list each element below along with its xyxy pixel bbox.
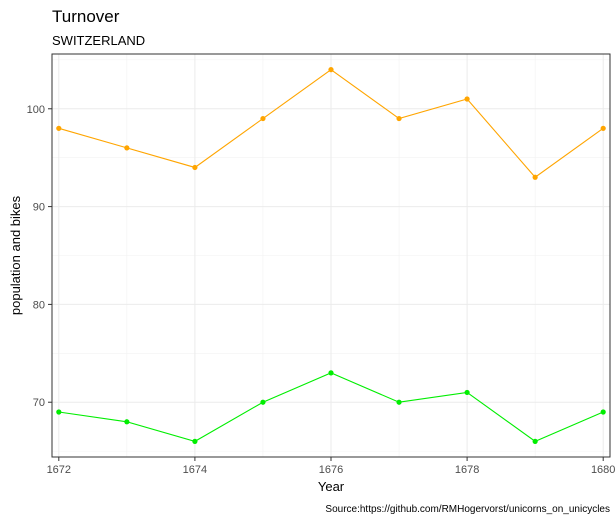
series-2-point bbox=[56, 409, 62, 415]
series-2-point bbox=[260, 399, 266, 405]
x-tick-label: 1678 bbox=[455, 464, 479, 476]
chart-title: Turnover bbox=[52, 7, 120, 26]
series-2-point bbox=[192, 438, 198, 444]
series-1-point bbox=[124, 145, 130, 151]
chart-subtitle: SWITZERLAND bbox=[52, 33, 145, 48]
series-1-point bbox=[56, 125, 62, 131]
x-tick-label: 1680 bbox=[591, 464, 615, 476]
series-2-point bbox=[328, 370, 334, 376]
axes: 1672 1674 1676 1678 1680 70 80 90 100 bbox=[27, 104, 616, 476]
series-group bbox=[56, 67, 606, 444]
source-caption: Source:https://github.com/RMHogervorst/u… bbox=[325, 504, 610, 515]
series-1-point bbox=[192, 164, 198, 171]
x-axis-title: Year bbox=[318, 479, 345, 494]
x-tick-label: 1672 bbox=[47, 464, 71, 476]
series-1-point bbox=[532, 174, 538, 180]
y-tick-label: 80 bbox=[33, 299, 45, 311]
series-2-point bbox=[396, 399, 402, 405]
series-2-point bbox=[600, 409, 606, 415]
x-tick-label: 1674 bbox=[183, 464, 207, 476]
y-tick-label: 70 bbox=[33, 397, 45, 409]
series-2-point bbox=[532, 438, 538, 444]
grid-lines bbox=[52, 54, 610, 457]
series-1-point bbox=[464, 96, 470, 102]
y-tick-label: 90 bbox=[33, 202, 45, 214]
y-tick-label: 100 bbox=[27, 104, 45, 116]
series-1-point bbox=[600, 125, 606, 131]
series-1-point bbox=[260, 115, 266, 122]
x-tick-label: 1676 bbox=[319, 464, 343, 476]
series-1-point bbox=[328, 67, 334, 73]
y-axis-title: population and bikes bbox=[8, 195, 23, 315]
series-2-point bbox=[464, 389, 470, 396]
series-1-point bbox=[396, 115, 402, 122]
series-2-point bbox=[124, 419, 130, 425]
